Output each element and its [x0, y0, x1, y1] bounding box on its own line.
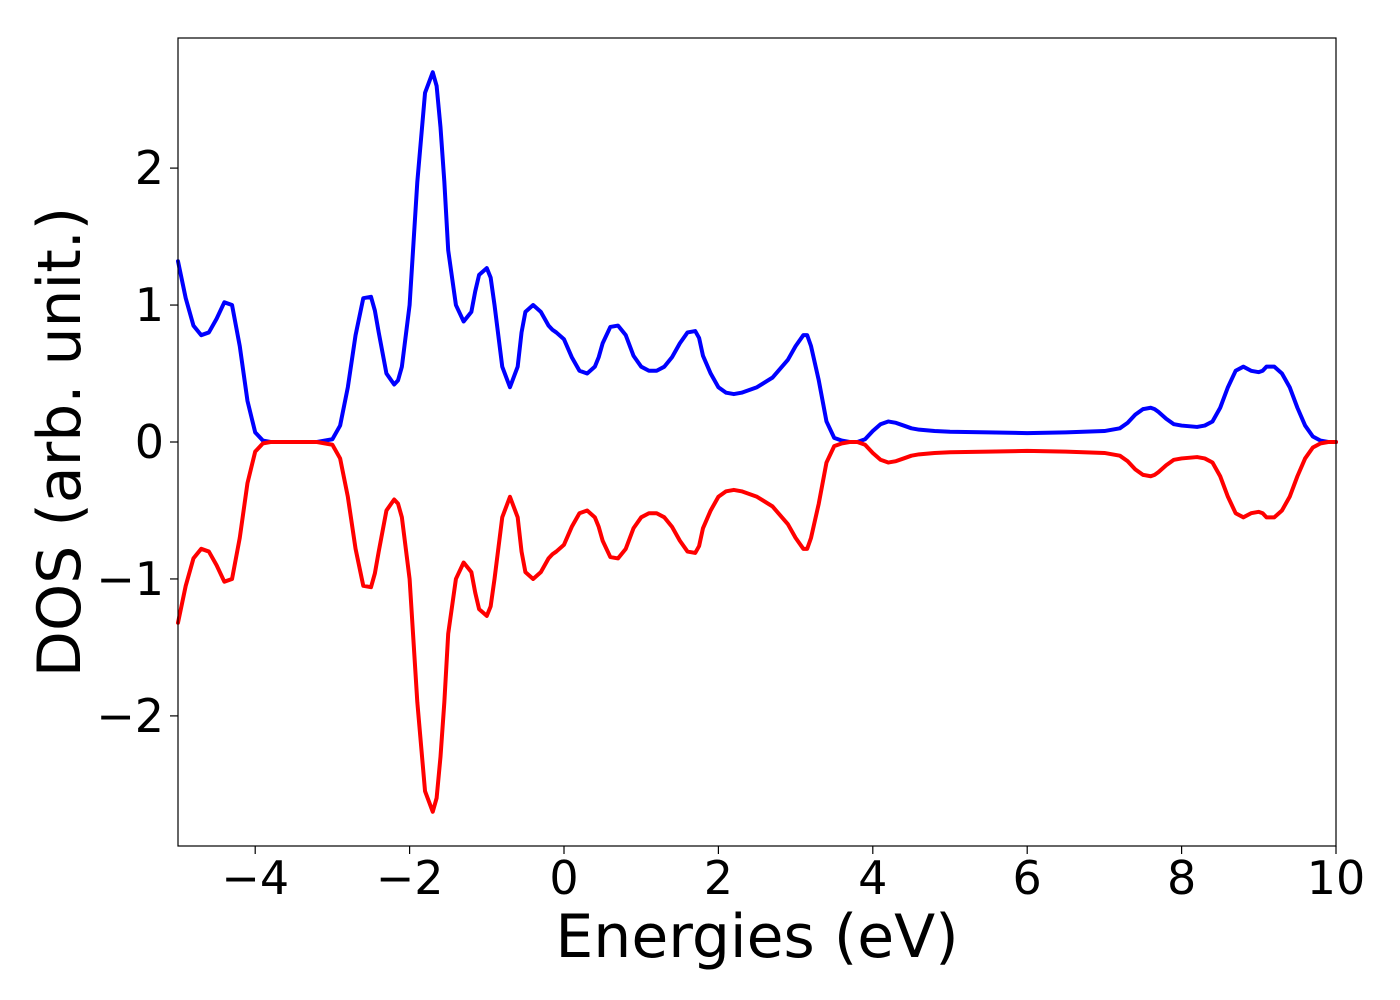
y-tick-label: 2: [135, 141, 164, 195]
x-axis-title: Energies (eV): [555, 902, 958, 972]
x-tick-label: 2: [704, 851, 733, 905]
y-axis: −2 −1 0 1 2: [96, 141, 178, 743]
x-tick-label: 10: [1307, 851, 1366, 905]
x-tick-label: −4: [221, 851, 289, 905]
x-tick-label: 4: [858, 851, 887, 905]
y-tick-label: 0: [135, 415, 164, 469]
x-tick-label: 0: [549, 851, 578, 905]
x-tick-label: −2: [376, 851, 444, 905]
series-layer: [176, 70, 1338, 814]
plot-frame: [177, 37, 1337, 847]
x-tick-label: 6: [1013, 851, 1042, 905]
x-tick-label: 8: [1167, 851, 1196, 905]
y-axis-title: DOS (arb. unit.): [25, 207, 95, 677]
y-tick-label: 1: [135, 278, 164, 332]
series-line-0: [176, 70, 1338, 444]
y-tick-label: −2: [96, 689, 164, 743]
x-axis: −4 −2 0 2 4 6 8 10: [221, 846, 1365, 905]
y-tick-label: −1: [96, 552, 164, 606]
series-line-1: [176, 440, 1338, 814]
